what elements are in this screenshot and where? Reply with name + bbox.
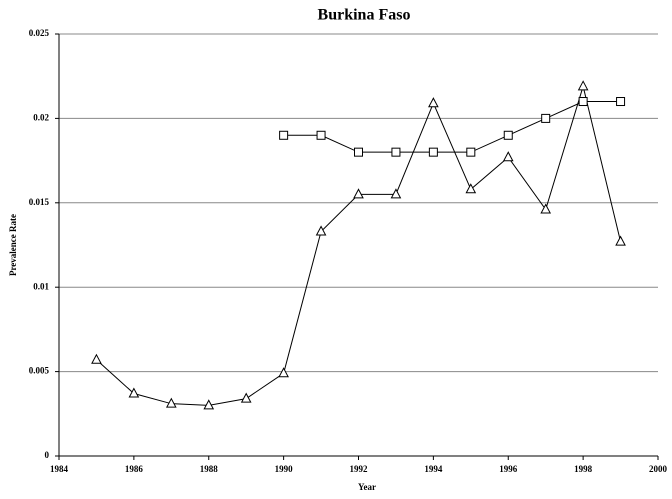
chart-title: Burkina Faso <box>318 7 411 24</box>
triangle-marker <box>165 397 177 408</box>
x-tick-label: 1984 <box>50 464 69 474</box>
x-tick-label: 1994 <box>424 464 443 474</box>
x-tick-label: 1996 <box>499 464 518 474</box>
triangle-marker <box>390 188 402 199</box>
square-marker <box>616 97 626 107</box>
triangle-marker <box>615 235 626 246</box>
triangle-marker <box>428 97 439 108</box>
triangle-marker <box>353 188 364 199</box>
x-tick-label: 2000 <box>649 464 668 474</box>
triangle-marker <box>278 367 289 378</box>
series-line <box>96 84 622 406</box>
y-tick-label: 0.015 <box>29 197 50 207</box>
triangle-marker <box>577 80 589 91</box>
y-axis-label: Prevalence Rate <box>8 214 18 276</box>
square-marker <box>354 147 363 157</box>
square-marker <box>428 147 438 157</box>
triangle-marker <box>203 399 215 410</box>
square-marker <box>279 130 289 140</box>
square-marker <box>391 147 401 157</box>
x-tick-label: 1990 <box>275 464 294 474</box>
x-tick-label: 1988 <box>200 464 219 474</box>
y-tick-label: 0.01 <box>33 281 49 291</box>
triangle-marker <box>240 392 252 403</box>
x-tick-label: 1998 <box>574 464 593 474</box>
square-marker <box>316 130 326 140</box>
square-marker <box>541 113 551 123</box>
x-tick-label: 1986 <box>125 464 144 474</box>
triangle-marker <box>540 203 552 214</box>
y-tick-label: 0.025 <box>29 28 50 38</box>
square-marker <box>466 147 476 157</box>
y-tick-label: 0 <box>45 450 50 460</box>
square-marker <box>578 97 588 107</box>
triangle-marker <box>128 387 140 398</box>
triangle-marker <box>502 151 514 162</box>
y-tick-label: 0.02 <box>33 112 49 122</box>
triangle-marker <box>315 225 327 236</box>
square-marker <box>503 130 513 140</box>
series-line <box>283 101 621 153</box>
x-axis-label: Year <box>358 482 376 492</box>
x-tick-label: 1992 <box>350 464 369 474</box>
triangle-marker <box>91 353 102 364</box>
y-tick-label: 0.005 <box>29 366 50 376</box>
triangle-marker <box>465 183 477 194</box>
